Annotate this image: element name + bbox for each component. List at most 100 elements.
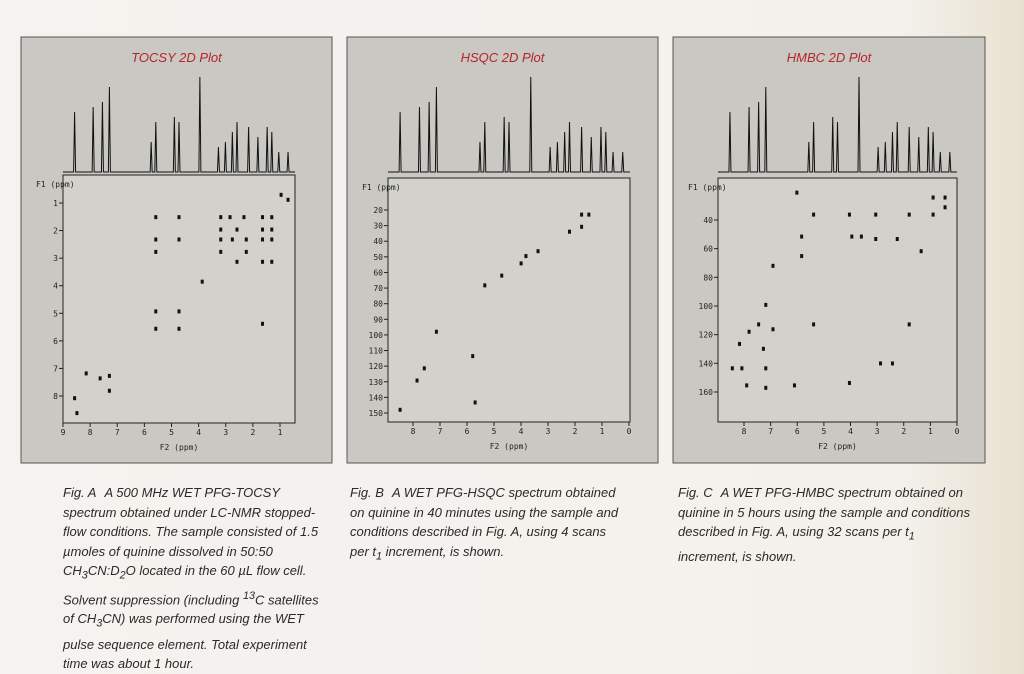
cross-peak [890, 361, 894, 366]
cross-peak [500, 273, 504, 278]
cross-peak [279, 192, 283, 197]
y-tick-label: 130 [369, 378, 384, 387]
plot-area [717, 177, 958, 423]
caption-text: CN:D [87, 563, 120, 579]
cross-peak [879, 361, 883, 366]
cross-peak [177, 237, 181, 242]
caption-text: increment, is shown. [382, 543, 505, 559]
f1-axis-label: F1 (ppm) [36, 180, 75, 189]
y-tick-label: 2 [53, 227, 58, 236]
cross-peak [740, 366, 744, 371]
cross-peak [422, 366, 426, 371]
caption-text: increment, is shown. [678, 549, 797, 565]
caption-text: O located in the 60 µL flow cell. Solven… [63, 563, 307, 607]
x-tick-label: 7 [438, 427, 443, 436]
y-tick-label: 70 [373, 284, 383, 293]
x-tick-label: 1 [928, 427, 933, 436]
y-tick-label: 120 [699, 331, 714, 340]
cross-peak [943, 195, 947, 200]
x-tick-label: 3 [546, 427, 551, 436]
cross-peak [98, 376, 102, 381]
cross-peak [235, 227, 239, 232]
caption-sub: 2 [119, 569, 126, 582]
cross-peak [261, 227, 265, 232]
cross-peak [434, 329, 438, 334]
f1-axis-label: F1 (ppm) [688, 183, 727, 192]
cross-peak [483, 283, 487, 288]
caption-label: Fig. C [678, 485, 713, 500]
cross-peak [764, 385, 768, 390]
cross-peak [242, 215, 246, 220]
cross-peak [771, 263, 775, 268]
cross-peak [219, 249, 223, 254]
cross-peak [943, 205, 947, 210]
caption-text: A 500 MHz WET PFG-TOCSY spectrum obtaine… [63, 485, 319, 579]
x-tick-label: 4 [848, 427, 853, 436]
y-tick-label: 5 [53, 309, 58, 318]
panel-title: TOCSY 2D Plot [131, 50, 223, 65]
y-tick-label: 80 [373, 300, 383, 309]
caption-sup: 13 [242, 589, 255, 602]
cross-peak [107, 373, 111, 378]
cross-peak [800, 234, 804, 239]
x-tick-label: 7 [768, 427, 773, 436]
x-tick-label: 8 [742, 427, 747, 436]
cross-peak [847, 380, 851, 385]
cross-peak [261, 237, 265, 242]
cross-peak [919, 249, 923, 254]
spectrum-1d [388, 76, 630, 173]
cross-peak [219, 227, 223, 232]
x-tick-label: 2 [573, 427, 578, 436]
cross-peak [177, 326, 181, 331]
cross-peak [580, 212, 584, 217]
cross-peak [761, 346, 765, 351]
cross-peak [398, 407, 402, 412]
cross-peak [874, 212, 878, 217]
cross-peak [270, 215, 274, 220]
cross-peak [244, 237, 248, 242]
cross-peak [812, 212, 816, 217]
cross-peak [907, 212, 911, 217]
y-tick-label: 110 [369, 347, 384, 356]
y-tick-label: 1 [53, 199, 58, 208]
cross-peak [587, 212, 591, 217]
y-tick-label: 150 [369, 409, 384, 418]
cross-peak [738, 341, 742, 346]
cross-peak [270, 259, 274, 264]
x-tick-label: 6 [795, 427, 800, 436]
cross-peak [931, 195, 935, 200]
f1-axis-label: F1 (ppm) [362, 183, 401, 192]
y-tick-label: 60 [373, 268, 383, 277]
caption-text: C satellites of CH [63, 591, 319, 627]
cross-peak [536, 249, 540, 254]
caption-sub: 1 [908, 530, 915, 543]
y-tick-label: 4 [53, 282, 58, 291]
y-tick-label: 120 [369, 362, 384, 371]
cross-peak [568, 229, 571, 234]
cross-peak [415, 378, 419, 383]
cross-peak [286, 197, 290, 202]
y-tick-label: 6 [53, 337, 58, 346]
x-tick-label: 4 [519, 427, 524, 436]
x-tick-label: 7 [115, 428, 120, 437]
cross-peak [154, 249, 158, 254]
cross-peak [154, 326, 158, 331]
y-tick-label: 90 [373, 315, 383, 324]
x-tick-label: 1 [278, 428, 283, 437]
panel-title: HSQC 2D Plot [461, 50, 546, 65]
cross-peak [270, 237, 274, 242]
cross-peak [107, 388, 111, 393]
cross-peak [580, 224, 584, 229]
cross-peak [244, 249, 248, 254]
cross-peak [177, 309, 181, 314]
caption-text: A WET PFG-HMBC spectrum obtained on quin… [678, 485, 970, 540]
x-tick-label: 3 [875, 427, 880, 436]
cross-peak [745, 383, 749, 388]
cross-peak [519, 261, 523, 266]
cross-peak [800, 254, 804, 259]
cross-peak [524, 254, 528, 259]
